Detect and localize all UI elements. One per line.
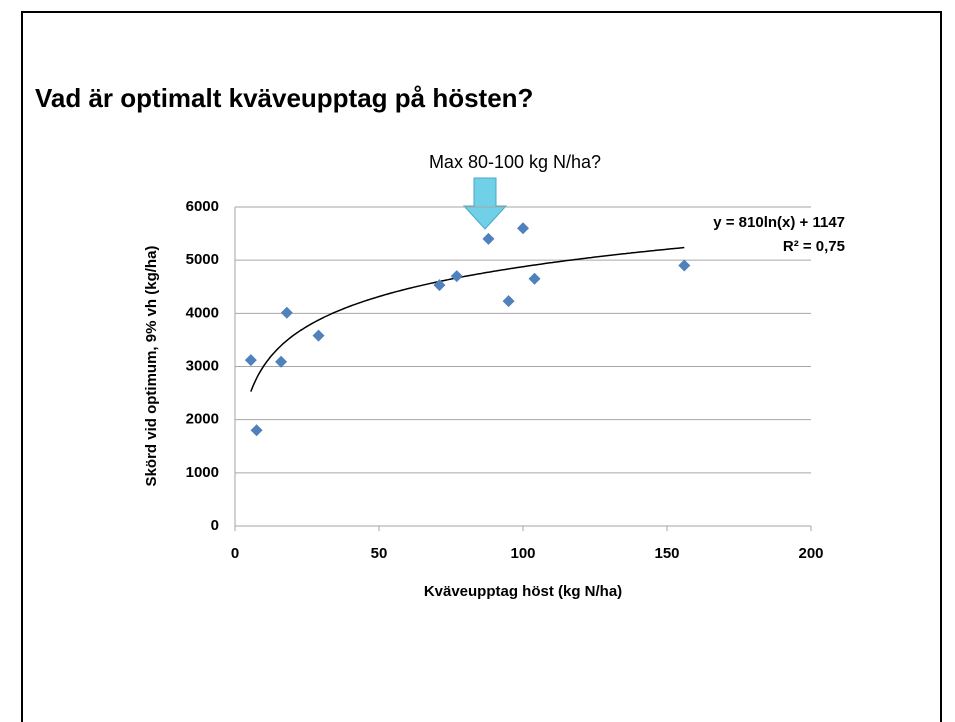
y-tick-label: 0 bbox=[211, 517, 219, 534]
data-point bbox=[450, 270, 463, 283]
y-tick-label: 2000 bbox=[186, 411, 219, 428]
y-tick-label: 4000 bbox=[186, 304, 219, 321]
data-point bbox=[250, 424, 263, 437]
x-tick-label: 50 bbox=[371, 545, 388, 562]
y-axis-label: Skörd vid optimum, 9% vh (kg/ha) bbox=[143, 246, 160, 487]
data-point bbox=[244, 354, 257, 367]
data-point bbox=[517, 222, 529, 235]
trendline-equation: y = 810ln(x) + 1147 bbox=[713, 214, 845, 231]
y-tick-label: 6000 bbox=[186, 198, 219, 215]
data-point bbox=[678, 259, 691, 272]
data-point bbox=[433, 279, 446, 292]
data-point bbox=[312, 329, 325, 342]
x-tick-label: 200 bbox=[798, 545, 823, 562]
x-axis-label: Kväveupptag höst (kg N/ha) bbox=[424, 583, 622, 600]
trendline bbox=[250, 246, 685, 392]
data-point bbox=[280, 306, 293, 319]
data-point bbox=[275, 355, 288, 368]
data-point bbox=[502, 295, 515, 308]
data-point bbox=[482, 232, 495, 245]
x-tick-label: 150 bbox=[654, 545, 679, 562]
arrow bbox=[462, 177, 508, 230]
x-tick-label: 100 bbox=[510, 545, 535, 562]
x-tick-label: 0 bbox=[231, 545, 239, 562]
trendline-r2: R² = 0,75 bbox=[783, 238, 845, 255]
y-tick-label: 1000 bbox=[186, 464, 219, 481]
y-tick-label: 3000 bbox=[186, 357, 219, 374]
slide-title: Vad är optimalt kväveupptag på hösten? bbox=[35, 83, 533, 113]
annotation: Max 80-100 kg N/ha? bbox=[429, 152, 601, 172]
y-tick-label: 5000 bbox=[186, 251, 219, 268]
data-point bbox=[528, 272, 541, 285]
